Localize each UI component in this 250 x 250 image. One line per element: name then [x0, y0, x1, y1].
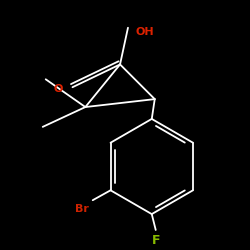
Text: O: O [53, 84, 62, 94]
Text: F: F [152, 234, 160, 247]
Text: Br: Br [75, 204, 89, 214]
Text: OH: OH [136, 27, 154, 37]
